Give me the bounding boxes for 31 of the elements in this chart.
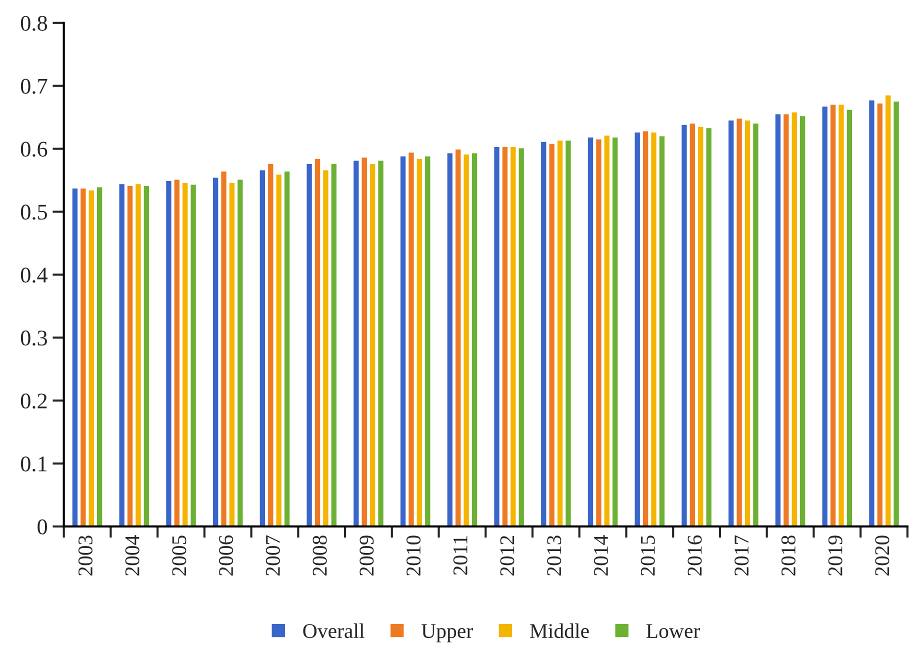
x-tick-label: 2013: [547, 536, 562, 576]
x-tick-label: 2015: [640, 536, 655, 576]
x-tick-label: 2016: [688, 535, 702, 576]
x-tick-label: 2020: [875, 536, 890, 576]
legend-label: Overall: [303, 623, 364, 638]
y-tick-label: 0: [38, 519, 48, 534]
legend-label: Lower: [646, 624, 700, 638]
y-tick-label: 0.5: [20, 204, 47, 220]
legend-label: Upper: [422, 624, 473, 642]
x-tick-label: 2019: [828, 536, 842, 576]
x-tick-label: 2003: [78, 536, 92, 576]
x-tick-label: 2004: [125, 535, 140, 576]
y-tick-label: 0.7: [20, 78, 48, 94]
y-tick-label: 0.8: [20, 16, 48, 31]
x-tick-label: 2012: [500, 536, 514, 576]
x-tick-label: 2007: [266, 535, 280, 576]
y-tick-label: 0.6: [20, 142, 48, 157]
legend-label: Middle: [530, 623, 589, 638]
x-tick-label: 2010: [406, 536, 421, 576]
x-tick-label: 2009: [360, 536, 374, 576]
y-tick-label: 0.1: [20, 456, 47, 472]
x-tick-label: 2018: [781, 536, 796, 576]
x-tick-label: 2011: [453, 536, 468, 575]
y-tick-label: 0.3: [20, 330, 47, 346]
y-tick-label: 0.4: [20, 268, 48, 283]
x-tick-label: 2014: [594, 535, 608, 576]
x-tick-label: 2017: [734, 535, 749, 576]
x-tick-label: 2006: [219, 535, 234, 576]
y-tick-label: 0.2: [20, 394, 47, 409]
x-tick-label: 2008: [312, 536, 327, 576]
x-tick-label: 2005: [172, 536, 186, 576]
